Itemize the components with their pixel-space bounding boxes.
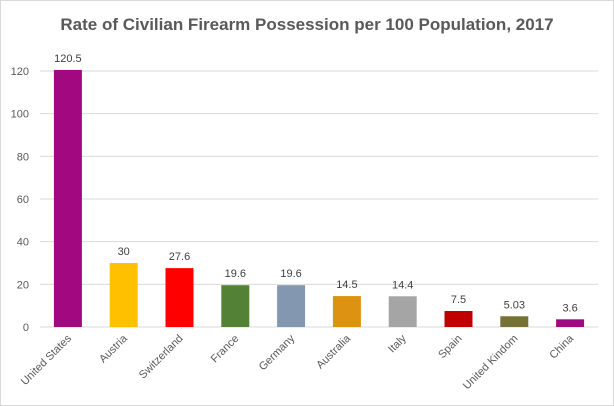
y-tick-label: 20 bbox=[17, 279, 29, 291]
y-tick-label: 40 bbox=[17, 237, 29, 249]
data-label: 120.5 bbox=[54, 53, 82, 65]
data-label: 19.6 bbox=[280, 268, 301, 280]
y-tick-label: 100 bbox=[11, 109, 29, 121]
y-tick-label: 0 bbox=[23, 322, 29, 334]
x-tick-label: Australia bbox=[314, 332, 353, 371]
bar bbox=[277, 285, 306, 327]
y-tick-label: 120 bbox=[11, 66, 29, 78]
x-tick-label: China bbox=[547, 332, 576, 361]
bar bbox=[165, 268, 194, 327]
x-tick-label: Spain bbox=[436, 333, 464, 361]
data-label: 7.5 bbox=[451, 294, 466, 306]
bar bbox=[388, 296, 417, 327]
x-tick-label: Austria bbox=[97, 332, 130, 365]
y-tick-label: 80 bbox=[17, 151, 29, 163]
data-label: 3.6 bbox=[562, 302, 577, 314]
x-tick-label: Switzerland bbox=[137, 333, 186, 382]
data-label: 5.03 bbox=[504, 299, 525, 311]
x-tick-label: France bbox=[209, 333, 242, 366]
bar bbox=[556, 319, 585, 327]
bar bbox=[53, 69, 82, 327]
x-tick-label: United States bbox=[19, 332, 75, 388]
bar bbox=[221, 285, 250, 327]
data-label: 30 bbox=[118, 246, 130, 258]
bar bbox=[444, 311, 473, 327]
x-tick-label: Italy bbox=[386, 332, 409, 355]
y-tick-label: 60 bbox=[17, 194, 29, 206]
x-tick-label: United Kindom bbox=[461, 333, 521, 393]
bar bbox=[332, 296, 361, 327]
data-label: 14.4 bbox=[392, 279, 413, 291]
x-tick-label: Germany bbox=[257, 332, 298, 373]
chart-title: Rate of Civilian Firearm Possession per … bbox=[60, 15, 553, 34]
bar bbox=[109, 263, 138, 327]
data-label: 19.6 bbox=[225, 268, 246, 280]
data-label: 27.6 bbox=[169, 251, 190, 263]
bar bbox=[500, 316, 529, 327]
data-label: 14.5 bbox=[336, 279, 357, 291]
